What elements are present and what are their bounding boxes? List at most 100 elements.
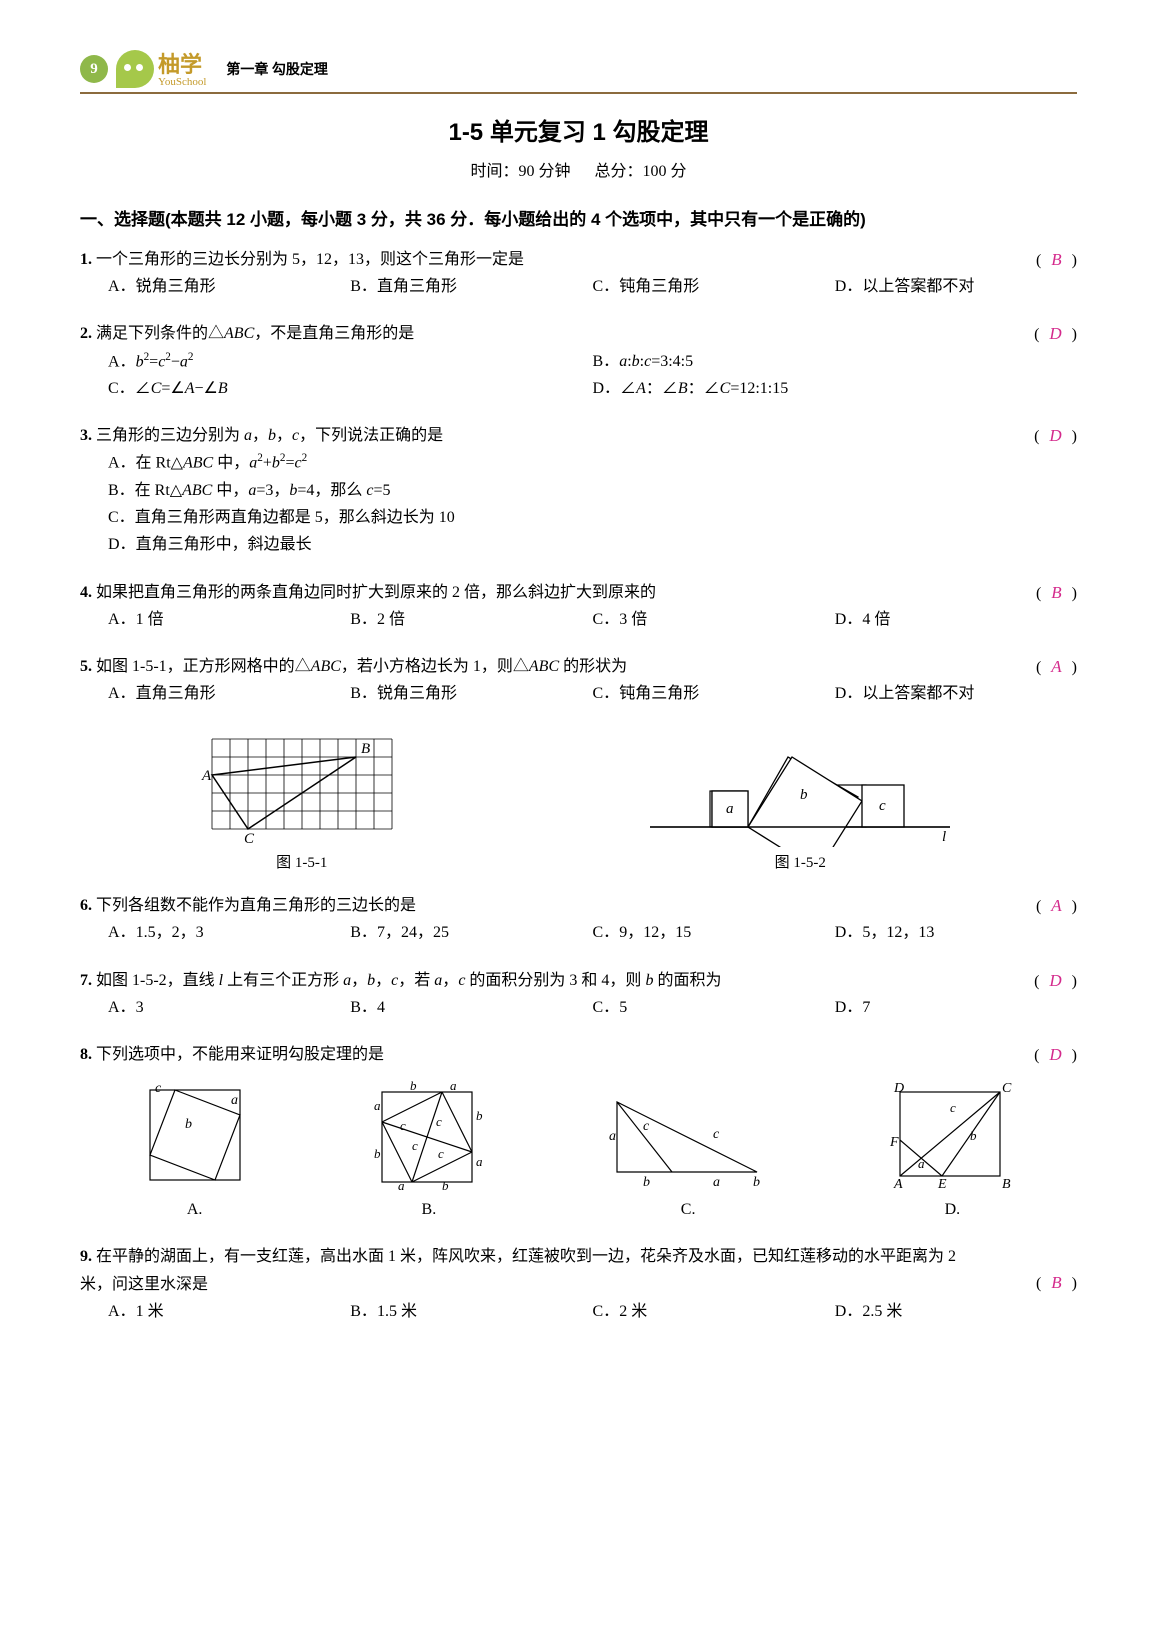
svg-text:a: a bbox=[713, 1175, 720, 1190]
answer-slot: (B) bbox=[1036, 1269, 1077, 1298]
option: B．在 Rt△ABC 中，a=3，b=4，那么 c=5 bbox=[108, 477, 1077, 504]
svg-text:a: a bbox=[231, 1093, 238, 1108]
question-2: 2. 满足下列条件的△ABC，不是直角三角形的是 (D) A．b2=c2−a2 … bbox=[80, 320, 1077, 402]
question-number: 7. bbox=[80, 972, 92, 989]
question-8: 8. 下列选项中，不能用来证明勾股定理的是 (D) c a b A. bbox=[80, 1041, 1077, 1223]
option: D．5，12，13 bbox=[835, 919, 1077, 946]
timing-label: 时间： bbox=[470, 163, 518, 180]
svg-text:A: A bbox=[893, 1177, 903, 1190]
question-number: 9. bbox=[80, 1248, 92, 1265]
question-7: 7. 如图 1-5-2，直线 l 上有三个正方形 a，b，c，若 a，c 的面积… bbox=[80, 967, 1077, 1021]
svg-text:B: B bbox=[1002, 1177, 1011, 1190]
option: B．直角三角形 bbox=[350, 273, 592, 300]
svg-text:c: c bbox=[155, 1081, 162, 1096]
timing-value: 90 分钟 bbox=[518, 163, 570, 180]
question-stem: 下列选项中，不能用来证明勾股定理的是 bbox=[96, 1046, 384, 1063]
option: B．7，24，25 bbox=[350, 919, 592, 946]
answer-value: B bbox=[1051, 1273, 1061, 1292]
figure-152: a b c l 图 1-5-2 bbox=[640, 727, 960, 872]
option: B．锐角三角形 bbox=[350, 680, 592, 707]
svg-text:b: b bbox=[643, 1175, 650, 1190]
svg-text:b: b bbox=[410, 1080, 417, 1093]
option: C．5 bbox=[593, 994, 835, 1021]
three-squares-svg: a b c l bbox=[640, 727, 960, 847]
answer-slot: (B) bbox=[1036, 579, 1077, 608]
option: A．b2=c2−a2 bbox=[108, 348, 593, 376]
figure-caption: 图 1-5-2 bbox=[640, 851, 960, 872]
figure-151: A B C 图 1-5-1 bbox=[197, 727, 407, 872]
answer-slot: (D) bbox=[1034, 967, 1077, 996]
question-stem: 如图 1-5-1，正方形网格中的△ABC，若小方格边长为 1，则△ABC 的形状… bbox=[96, 658, 627, 675]
score-value: 100 分 bbox=[643, 163, 687, 180]
svg-text:C: C bbox=[1002, 1081, 1012, 1096]
svg-text:a: a bbox=[450, 1080, 457, 1093]
svg-text:c: c bbox=[436, 1114, 442, 1129]
answer-value: D bbox=[1049, 1045, 1061, 1064]
svg-text:b: b bbox=[753, 1175, 760, 1190]
brand-name-en: YouSchool bbox=[158, 76, 206, 88]
answer-slot: (A) bbox=[1036, 892, 1077, 921]
option: D．4 倍 bbox=[835, 606, 1077, 633]
answer-value: D bbox=[1049, 426, 1061, 445]
leaf-icon bbox=[116, 50, 154, 88]
answer-slot: (B) bbox=[1036, 246, 1077, 275]
option: B．a:b:c=3:4:5 bbox=[593, 348, 1078, 376]
question-stem: 如果把直角三角形的两条直角边同时扩大到原来的 2 倍，那么斜边扩大到原来的 bbox=[96, 584, 656, 601]
option-figure-D: D C A B E F a b c D. bbox=[882, 1080, 1022, 1223]
answer-slot: (D) bbox=[1034, 1041, 1077, 1070]
question-number: 6. bbox=[80, 897, 92, 914]
option: C．∠C=∠A−∠B bbox=[108, 375, 593, 402]
question-stem: 三角形的三边分别为 a，b，c，下列说法正确的是 bbox=[96, 427, 443, 444]
option: C．钝角三角形 bbox=[593, 273, 835, 300]
option: A．在 Rt△ABC 中，a2+b2=c2 bbox=[108, 449, 1077, 477]
question-number: 3. bbox=[80, 427, 92, 444]
page-title: 1-5 单元复习 1 勾股定理 bbox=[80, 112, 1077, 147]
svg-text:b: b bbox=[476, 1108, 483, 1123]
question-number: 1. bbox=[80, 251, 92, 268]
svg-text:c: c bbox=[412, 1138, 418, 1153]
svg-text:b: b bbox=[970, 1128, 977, 1143]
svg-text:c: c bbox=[950, 1100, 956, 1115]
option-figure-row: c a b A. b a b a a bbox=[80, 1080, 1077, 1223]
exam-meta: 时间：90 分钟 总分：100 分 bbox=[80, 157, 1077, 181]
option: A．1 米 bbox=[108, 1298, 350, 1325]
option: A．3 bbox=[108, 994, 350, 1021]
svg-text:E: E bbox=[937, 1177, 947, 1190]
option-label: B. bbox=[364, 1196, 494, 1223]
svg-text:l: l bbox=[942, 829, 946, 845]
figure-caption: 图 1-5-1 bbox=[197, 851, 407, 872]
svg-text:c: c bbox=[713, 1127, 720, 1142]
option-label: C. bbox=[603, 1196, 773, 1223]
option: C．直角三角形两直角边都是 5，那么斜边长为 10 bbox=[108, 504, 1077, 531]
svg-text:a: a bbox=[398, 1178, 405, 1190]
question-stem: 满足下列条件的△ABC，不是直角三角形的是 bbox=[96, 325, 414, 342]
option-label: D. bbox=[882, 1196, 1022, 1223]
svg-text:c: c bbox=[643, 1119, 650, 1134]
svg-text:c: c bbox=[879, 798, 886, 814]
option: B．4 bbox=[350, 994, 592, 1021]
svg-text:c: c bbox=[438, 1146, 444, 1161]
option-figure-B: b a b a a b a b c c c c B. bbox=[364, 1080, 494, 1223]
svg-text:c: c bbox=[400, 1118, 406, 1133]
option: A．直角三角形 bbox=[108, 680, 350, 707]
svg-text:a: a bbox=[918, 1156, 925, 1171]
svg-text:a: a bbox=[609, 1129, 616, 1144]
answer-value: A bbox=[1051, 657, 1061, 676]
answer-slot: (A) bbox=[1036, 653, 1077, 682]
option: D．以上答案都不对 bbox=[835, 680, 1077, 707]
option: A．1 倍 bbox=[108, 606, 350, 633]
option: A．锐角三角形 bbox=[108, 273, 350, 300]
question-9: 9. 在平静的湖面上，有一支红莲，高出水面 1 米，阵风吹来，红莲被吹到一边，花… bbox=[80, 1243, 1077, 1325]
option: D．2.5 米 bbox=[835, 1298, 1077, 1325]
option: D．∠A：∠B：∠C=12:1:15 bbox=[593, 375, 1078, 402]
option: C．2 米 bbox=[593, 1298, 835, 1325]
question-4: 4. 如果把直角三角形的两条直角边同时扩大到原来的 2 倍，那么斜边扩大到原来的… bbox=[80, 579, 1077, 633]
svg-text:b: b bbox=[800, 787, 808, 803]
question-number: 2. bbox=[80, 325, 92, 342]
option: C．钝角三角形 bbox=[593, 680, 835, 707]
grid-triangle-svg: A B C bbox=[197, 727, 407, 847]
brand-name-cn: 柚学 bbox=[158, 54, 206, 76]
question-stem: 如图 1-5-2，直线 l 上有三个正方形 a，b，c，若 a，c 的面积分别为… bbox=[96, 972, 721, 989]
svg-text:a: a bbox=[374, 1098, 381, 1113]
option: A．1.5，2，3 bbox=[108, 919, 350, 946]
